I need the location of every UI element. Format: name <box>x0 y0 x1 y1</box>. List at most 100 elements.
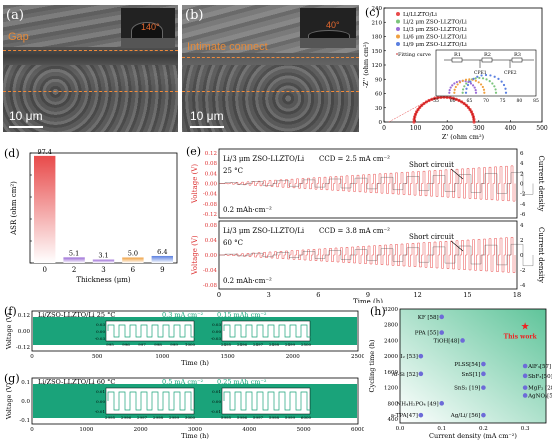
c-xtick-label: 400 <box>505 125 517 132</box>
g-plot-inset-xtick: 3000 <box>185 415 196 420</box>
c-circuit-cpe-label: CPE2 <box>504 70 517 76</box>
c-inset-point <box>476 75 479 78</box>
e-bottom-cap: 0.2 mAh·cm⁻² <box>223 277 272 285</box>
e-top-ytick: -0.12 <box>203 212 217 218</box>
c-xtick-label: 300 <box>473 125 485 132</box>
g-plot-ytick: 0.0 <box>21 399 30 405</box>
panel-label-e: (e) <box>186 145 201 158</box>
d-xtick-label: 2 <box>72 266 76 274</box>
d-bar <box>122 257 144 263</box>
h-point-label: AlF₃[57] <box>527 364 551 370</box>
chart-d: (d) 97.4 0 5.1 2 3.1 3 5.0 6 6.4 9 Thickness (μm) A… <box>4 147 178 284</box>
e-bottom-y2tick: -2 <box>520 268 525 274</box>
e-top-ytick: 0.00 <box>205 182 218 188</box>
g-plot-inset-xtick: 5997 <box>253 415 264 420</box>
c-inset-point <box>453 91 456 94</box>
e-top-ytick: -0.04 <box>203 192 218 198</box>
scale-bar-b: 10 μm <box>190 109 224 123</box>
c-circuit-resistor <box>511 57 523 63</box>
f-plot-title: Li/ZSO-LLZTO/Li 25 °C <box>38 311 115 319</box>
c-circuit-label: R3 <box>514 52 521 58</box>
g-plot-inset-ytick: -0.01 <box>95 409 105 414</box>
f-plot-inset-xtick: 2499 <box>285 342 296 347</box>
f-plot-inset-ytick: -0.03 <box>211 336 222 341</box>
f-plot-inset-frame <box>221 320 311 342</box>
g-plot-cd: 0.5 mA cm⁻² <box>162 378 204 386</box>
sem-image-a: (a) Gap 140° 10 μm <box>3 5 178 132</box>
h-ytick: 2400 <box>384 338 398 344</box>
c-legend-label: Li/6 μm ZSO-LLZTO/Li <box>403 35 467 41</box>
c-inset-point <box>477 81 480 84</box>
e-top-y2tick: -4 <box>520 202 526 208</box>
e-xlabel: Time (h) <box>353 298 383 303</box>
c-inset-point <box>480 74 483 77</box>
c-inset-point <box>504 87 507 90</box>
h-xtick: 0.0 <box>396 426 405 432</box>
chart-h: (h) 400 800 1200 1600 2000 2400 2800 3200 0.0 0.1… <box>368 305 552 440</box>
g-plot-inset-ytick: 0.00 <box>96 399 105 404</box>
e-bottom-temp: 60 °C <box>223 239 243 247</box>
f-plot-inset-xtick: 1000 <box>185 342 196 347</box>
c-inset-xtick: 55 <box>433 98 439 104</box>
g-plot-ytick: 0.1 <box>21 380 30 386</box>
chart-c: (c) 0 100 200 300 400 500 0 30 60 90 120 150 180 210 2… <box>362 6 548 141</box>
h-point <box>460 338 465 343</box>
c-ytick-label: 210 <box>372 20 383 26</box>
f-plot-inset-frame <box>105 320 195 342</box>
f-plot-cd: 0.3 mA cm⁻² <box>162 311 204 319</box>
chart-f: (f) Li/ZSO-LLZTO/Li 25 °C 0.3 mA cm⁻² 0.15… <box>4 305 364 367</box>
c-inset-point <box>502 83 506 87</box>
d-xtick-label: 0 <box>42 266 46 274</box>
c-inset-point <box>474 88 477 92</box>
chart-g: (g) Li/ZSO-LLZTO/Li 60 °C 0.5 mA cm⁻² 0.25… <box>4 372 364 440</box>
f-plot-inset-xtick: 2497 <box>253 342 264 347</box>
e-bottom-ytick: 0.08 <box>205 223 218 229</box>
e-xtick-label: 12 <box>414 291 422 299</box>
f-plot-ytick: 0.00 <box>18 329 31 335</box>
c-xtick-label: 100 <box>410 125 422 132</box>
g-plot-inset-xtick: 2998 <box>153 415 164 420</box>
g-plot-inset-xtick: 2995 <box>105 415 116 420</box>
h-ytick: 2000 <box>384 354 398 360</box>
c-inset-point <box>453 88 456 91</box>
c-inset-point <box>449 86 452 89</box>
e-xtick-label: 18 <box>513 291 521 299</box>
h-point <box>481 361 486 367</box>
c-inset-point <box>474 77 477 80</box>
h-xtick: 0.1 <box>437 426 446 432</box>
h-xtick: 0.2 <box>479 426 488 432</box>
h-point <box>439 330 445 335</box>
f-plot-inset-ytick: 0.03 <box>96 322 105 327</box>
d-bar-label: 3.1 <box>98 252 108 260</box>
g-plot-inset-ytick: 0.00 <box>212 399 221 404</box>
h-point-label: This work <box>504 334 538 341</box>
f-plot-xtick: 500 <box>92 354 103 360</box>
h-point <box>418 371 424 377</box>
f-plot-inset-trace <box>107 324 196 338</box>
panel-label-b: (b) <box>185 8 204 23</box>
g-plot-inset-xtick: 2996 <box>121 415 132 420</box>
f-plot-inset-ytick: 0.00 <box>212 329 221 334</box>
h-point-label: a-TPA[47] <box>391 413 418 419</box>
c-inset-point <box>494 88 497 91</box>
h-point <box>481 385 486 390</box>
c-inset-point <box>491 82 494 85</box>
g-plot-inset-xtick: 6000 <box>301 415 312 420</box>
f-plot-xtick: 0 <box>30 354 34 360</box>
c-inset-point <box>448 91 451 94</box>
f-plot-xlabel: Time (h) <box>181 359 209 367</box>
c-xtick-label: 200 <box>441 125 453 132</box>
c-inset-point <box>458 81 462 84</box>
g-plot-inset-xtick: 2999 <box>169 415 180 420</box>
d-bar-label: 97.4 <box>37 148 51 156</box>
h-point-label: AgNO₃[51] <box>527 393 552 399</box>
d-bar <box>34 155 56 263</box>
h-ytick: 400 <box>388 417 399 423</box>
c-inset-point <box>474 91 478 94</box>
c-inset-point <box>485 78 488 81</box>
h-point-label: MgF₂ [28] <box>528 386 552 392</box>
c-legend-label: Li/2 μm ZSO-LLZTO/Li <box>403 20 467 26</box>
c-inset-point <box>494 91 498 94</box>
c-inset-point <box>465 87 468 90</box>
f-plot-inset-xtick: 995 <box>106 342 114 347</box>
